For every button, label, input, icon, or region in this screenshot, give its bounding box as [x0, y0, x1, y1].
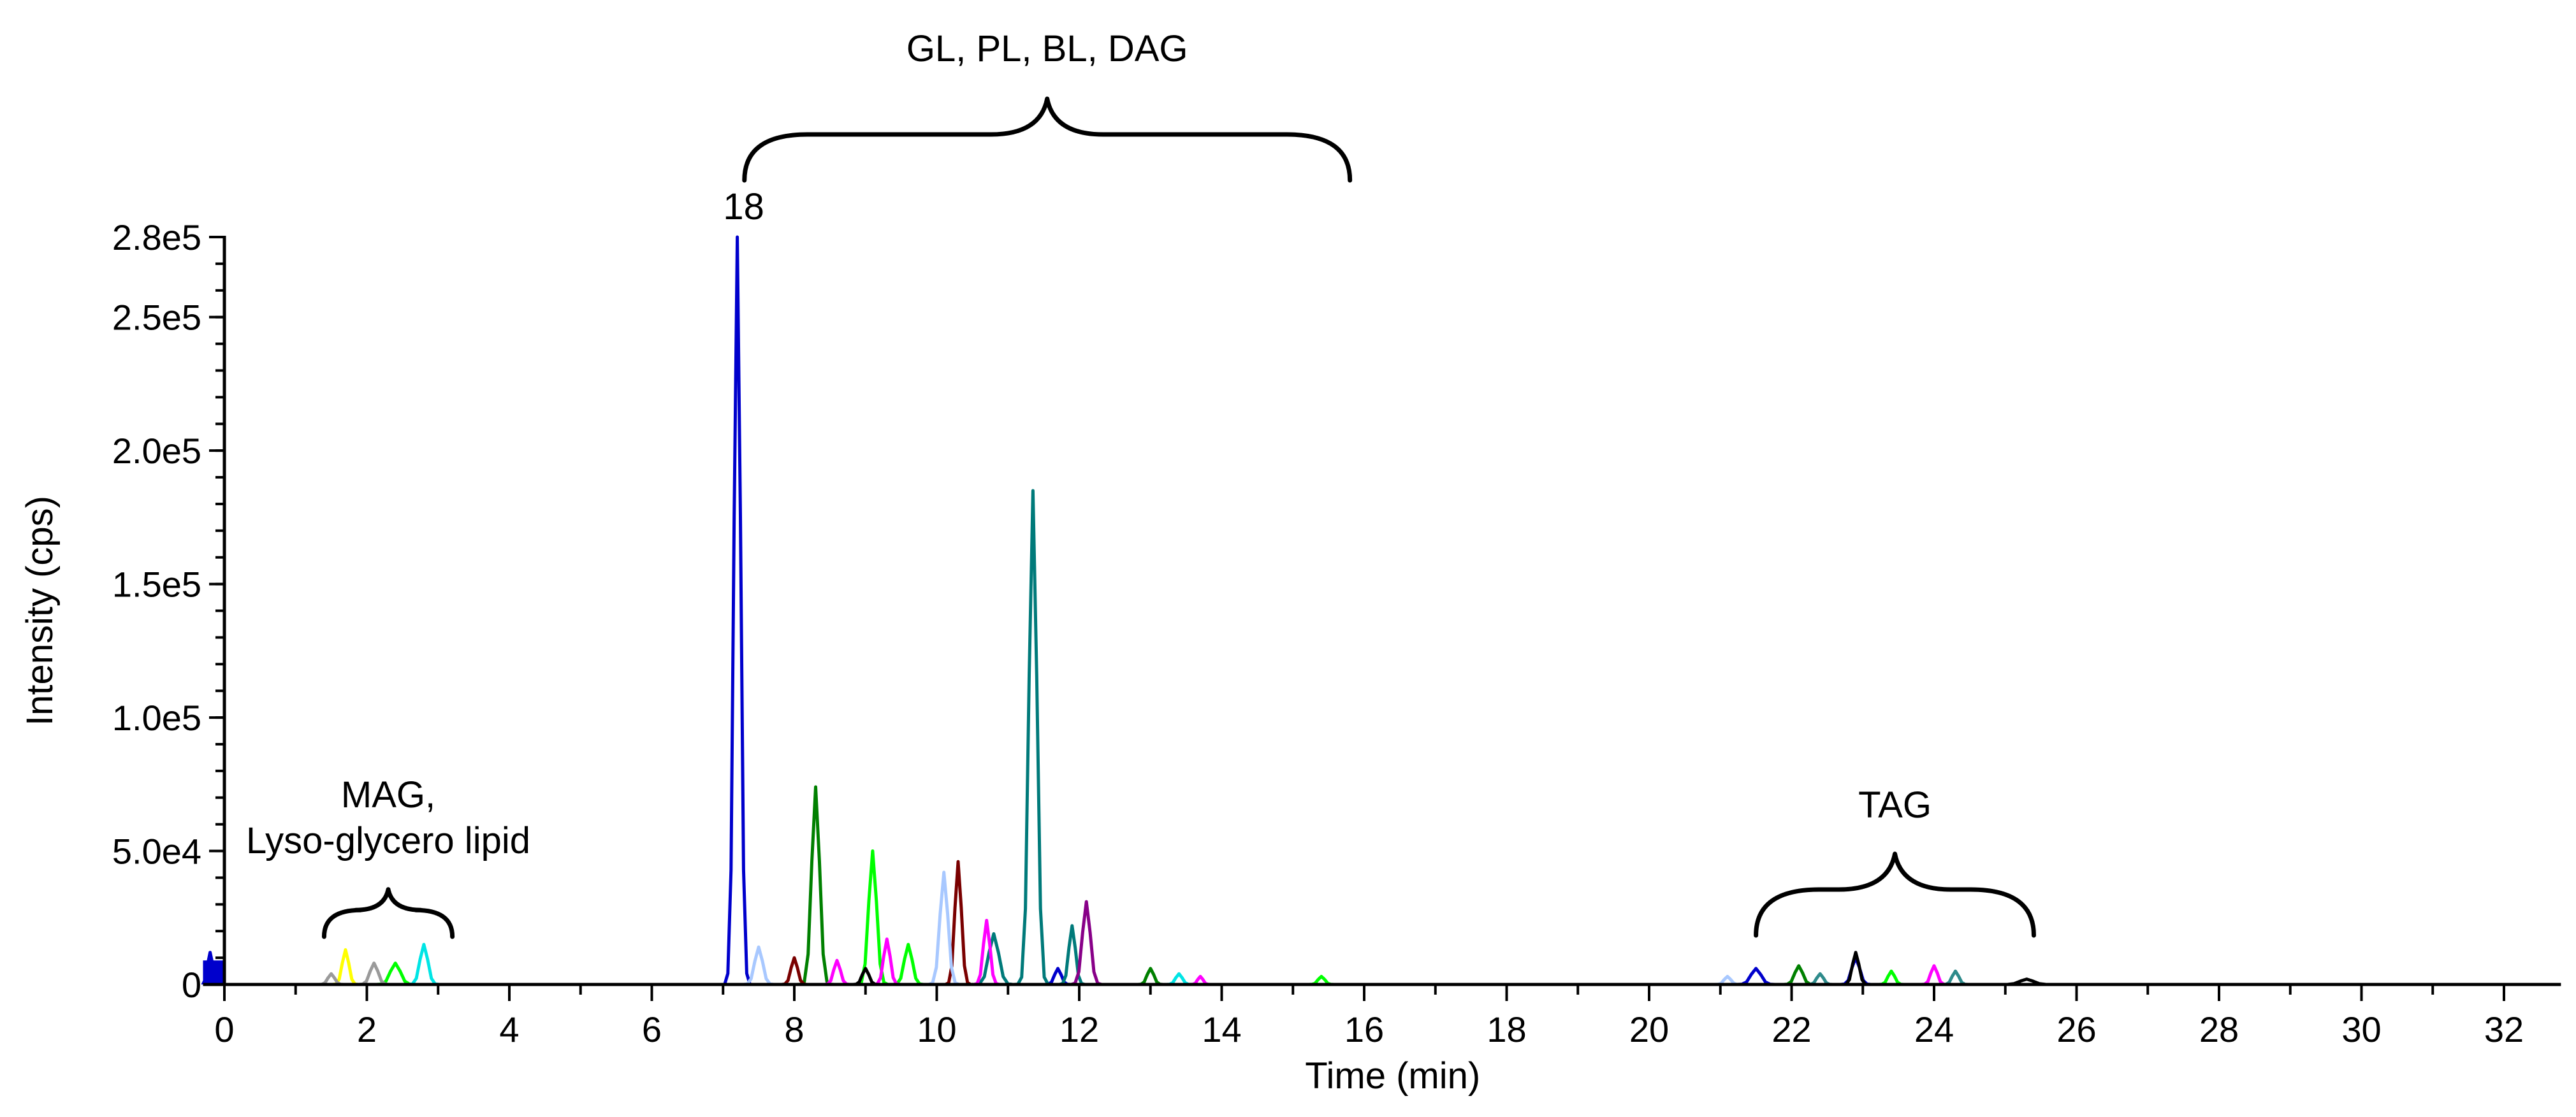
x-tick-label: 26 — [2056, 1009, 2096, 1049]
chromatogram-traces — [201, 235, 2058, 986]
y-tick-label: 1.0e5 — [112, 698, 201, 738]
x-tick-label: 16 — [1344, 1009, 1384, 1049]
trace-solvent-front — [203, 960, 224, 984]
brace-tag — [1754, 851, 2036, 938]
x-tick-label: 30 — [2341, 1009, 2381, 1049]
y-axis-title: Intensity (cps) — [19, 496, 61, 726]
axes: 0 2 4 6 8 10 12 14 16 18 20 22 24 26 28 30 3205.0e41.0e5… — [112, 217, 2561, 1049]
annotations: MAG,Lyso-glycero lipid GL, PL, BL, DAG TAG… — [246, 28, 2036, 939]
trace-series-1 — [201, 235, 1875, 986]
x-tick-label: 18 — [1487, 1009, 1526, 1049]
trace-series-12 — [850, 951, 2058, 986]
x-tick-label: 22 — [1772, 1009, 1811, 1049]
trace-series-2 — [970, 489, 1088, 986]
y-tick-label: 2.0e5 — [112, 431, 201, 471]
y-tick-label: 2.8e5 — [112, 217, 201, 257]
x-tick-label: 8 — [784, 1009, 804, 1049]
x-tick-label: 24 — [1914, 1009, 1954, 1049]
y-tick-label: 5.0e4 — [112, 832, 201, 872]
trace-series-8 — [821, 919, 1950, 986]
x-tick-label: 12 — [1059, 1009, 1099, 1049]
x-tick-label: 10 — [917, 1009, 956, 1049]
x-axis-title: Time (min) — [1305, 1055, 1480, 1097]
x-tick-label: 4 — [499, 1009, 519, 1049]
x-tick-label: 14 — [1202, 1009, 1241, 1049]
x-tick-label: 32 — [2484, 1009, 2524, 1049]
trace-series-4 — [372, 849, 1907, 986]
brace-mag — [321, 887, 455, 939]
annotation-label-gl: GL, PL, BL, DAG — [906, 28, 1188, 69]
annotation-label-tag: TAG — [1858, 784, 1932, 826]
x-tick-label: 20 — [1629, 1009, 1669, 1049]
annotation-label-mag: MAG, — [341, 774, 435, 816]
x-tick-label: 0 — [214, 1009, 234, 1049]
x-tick-label: 28 — [2199, 1009, 2239, 1049]
x-tick-label: 2 — [357, 1009, 377, 1049]
annotation-label-mag: Lyso-glycero lipid — [246, 820, 530, 861]
y-tick-label: 1.5e5 — [112, 565, 201, 605]
peak-label: 18 — [723, 186, 764, 227]
y-tick-label: 0 — [182, 965, 201, 1005]
brace-gl — [742, 96, 1353, 183]
x-tick-label: 6 — [642, 1009, 662, 1049]
y-tick-label: 2.5e5 — [112, 298, 201, 338]
